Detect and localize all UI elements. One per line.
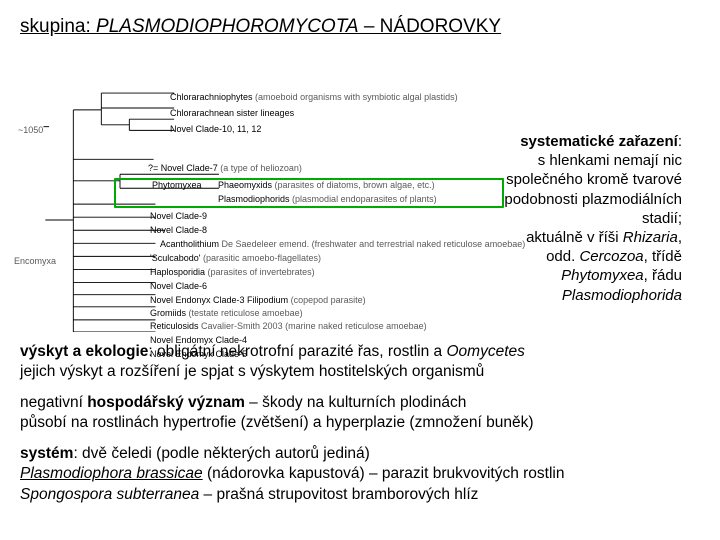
p2-t3: působí na rostlinách hypertrofie (zvětše… [20,414,534,431]
p2-t2: – škody na kulturních plodinách [245,394,466,411]
side-l3: podobnosti plazmodiálních [504,191,682,208]
tree-scale-label: ~1050 [18,125,43,135]
side-l7b: , řádu [644,267,682,284]
tree-taxon-label: Novel Clade-9 [150,211,207,221]
tree-taxon-label: Haplosporidia (parasites of invertebrate… [150,267,315,277]
tree-taxon-label: Gromiids (testate reticulose amoebae) [150,308,303,318]
tree-taxon-label: Acantholithium De Saedeleer emend. (fres… [160,239,525,249]
paragraph-system: systém: dvě čeledi (podle některých auto… [20,444,700,505]
tree-taxon-label: Novel Clade-8 [150,225,207,235]
side-l2: společného kromě tvarové [506,171,682,188]
systematic-classification-box: systematické zařazení: s hlenkami nemají… [472,132,682,305]
tree-root-label: Encomyxa [14,256,56,266]
tree-taxon-label: Phaeomyxids (parasites of diatoms, brown… [218,180,435,190]
title-prefix: skupina: [20,16,96,37]
side-l1: s hlenkami nemají nic [538,152,682,169]
p3-t3: – prašná strupovitost bramborových hlíz [199,486,478,503]
phylogeny-region: ~1050 Encomyxa Chlorarachniophytes (amoe… [20,52,700,332]
tree-taxon-label: Plasmodiophorids (plasmodial endoparasit… [218,194,437,204]
p1-b1: výskyt a ekologie [20,343,148,360]
tree-taxon-label: Novel Endomyx Clade-4 [150,335,247,345]
p3-i2: Spongospora subterranea [20,486,199,503]
tree-taxon-label: Novel Endomyx Clade-5 [150,349,247,359]
tree-taxon-label: Novel Endonyx Clade-3 Filipodium (copepo… [150,295,366,305]
tree-taxon-label: ?= Novel Clade-7 (a type of heliozoan) [148,163,302,173]
side-heading: systematické zařazení [520,133,678,150]
p3-t2: (nádorovka kapustová) – parazit brukvovi… [203,465,565,482]
tree-taxon-label: Novel Clade-10, 11, 12 [170,124,261,134]
title-taxon: PLASMODIOPHOROMYCOTA [96,16,359,37]
side-l5i: Rhizaria [623,229,678,246]
p2-b1: hospodářský význam [87,394,245,411]
p3-u1: Plasmodiophora brassicae [20,465,203,482]
side-l6b: , třídě [644,248,682,265]
tree-taxon-label: Chlorarachniophytes (amoeboid organisms … [170,92,458,102]
side-l5a: aktuálně v říši [526,229,623,246]
title-common: – NÁDOROVKY [359,16,502,37]
side-l6i1: Cercozoa [579,248,643,265]
side-l8i: Plasmodiophorida [562,287,682,304]
p2-t1: negativní [20,394,87,411]
page-title: skupina: PLASMODIOPHOROMYCOTA – NÁDOROVK… [20,16,700,38]
p3-b1: systém [20,445,73,462]
p1-i1: Oomycetes [446,343,524,360]
tree-taxon-label: Phytomyxea [152,180,202,190]
tree-taxon-label: 'Sculcabodo' (parasitic amoebo-flagellat… [150,253,321,263]
p3-t1: : dvě čeledi (podle některých autorů jed… [73,445,369,462]
p1-t2: jejich výskyt a rozšíření je spjat s výs… [20,363,484,380]
tree-taxon-label: Reticulosids Cavalier-Smith 2003 (marine… [150,321,427,331]
paragraph-economy: negativní hospodářský význam – škody na … [20,393,700,434]
tree-taxon-label: Novel Clade-6 [150,281,207,291]
side-l7i: Phytomyxea [561,267,644,284]
tree-taxon-label: Chlorarachnean sister lineages [170,108,294,118]
side-l6a: odd. [546,248,579,265]
paragraph-ecology: výskyt a ekologie: obligátní nekrotrofní… [20,342,700,383]
side-l4: stadií; [642,210,682,227]
